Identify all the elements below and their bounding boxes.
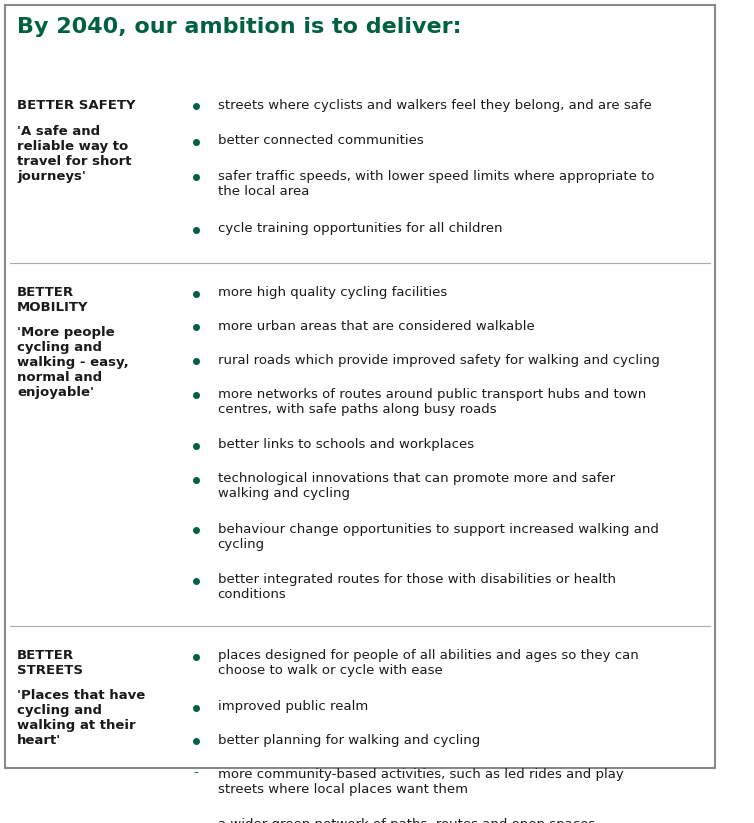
Text: 'More people
cycling and
walking - easy,
normal and
enjoyable': 'More people cycling and walking - easy,… <box>17 326 129 398</box>
Text: 'A safe and
reliable way to
travel for short
journeys': 'A safe and reliable way to travel for s… <box>17 125 132 183</box>
Text: more networks of routes around public transport hubs and town
centres, with safe: more networks of routes around public tr… <box>218 388 646 416</box>
Text: better connected communities: better connected communities <box>218 134 424 147</box>
Text: better links to schools and workplaces: better links to schools and workplaces <box>218 438 474 451</box>
Text: cycle training opportunities for all children: cycle training opportunities for all chi… <box>218 222 502 235</box>
Text: behaviour change opportunities to support increased walking and
cycling: behaviour change opportunities to suppor… <box>218 523 658 551</box>
Text: improved public realm: improved public realm <box>218 700 368 713</box>
Text: BETTER
STREETS: BETTER STREETS <box>17 649 83 677</box>
Text: streets where cyclists and walkers feel they belong, and are safe: streets where cyclists and walkers feel … <box>218 99 651 112</box>
Text: safer traffic speeds, with lower speed limits where appropriate to
the local are: safer traffic speeds, with lower speed l… <box>218 170 654 198</box>
Text: better planning for walking and cycling: better planning for walking and cycling <box>218 734 480 746</box>
Text: a wider green network of paths, routes and open spaces: a wider green network of paths, routes a… <box>218 818 595 823</box>
Text: more urban areas that are considered walkable: more urban areas that are considered wal… <box>218 320 535 333</box>
Text: BETTER SAFETY: BETTER SAFETY <box>17 99 136 112</box>
Text: more community-based activities, such as led rides and play
streets where local : more community-based activities, such as… <box>218 768 624 796</box>
Text: technological innovations that can promote more and safer
walking and cycling: technological innovations that can promo… <box>218 472 615 500</box>
Text: 'Places that have
cycling and
walking at their
heart': 'Places that have cycling and walking at… <box>17 689 146 746</box>
Text: places designed for people of all abilities and ages so they can
choose to walk : places designed for people of all abilit… <box>218 649 639 677</box>
Text: BETTER
MOBILITY: BETTER MOBILITY <box>17 286 89 314</box>
Text: rural roads which provide improved safety for walking and cycling: rural roads which provide improved safet… <box>218 354 660 367</box>
Text: better integrated routes for those with disabilities or health
conditions: better integrated routes for those with … <box>218 574 616 602</box>
Text: By 2040, our ambition is to deliver:: By 2040, our ambition is to deliver: <box>17 17 461 37</box>
Text: more high quality cycling facilities: more high quality cycling facilities <box>218 286 447 300</box>
